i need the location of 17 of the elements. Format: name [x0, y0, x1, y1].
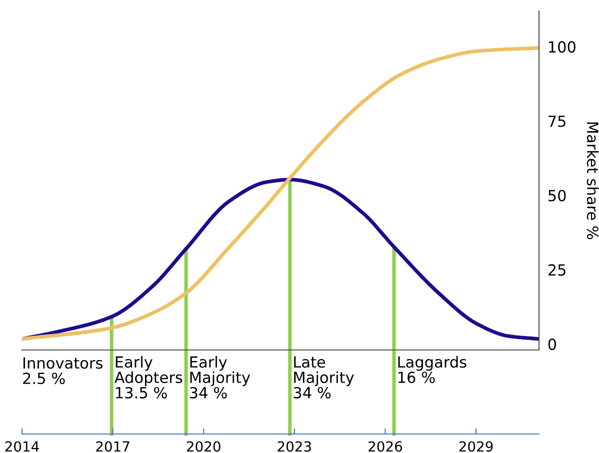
y-tick-label: 75: [548, 116, 566, 128]
x-tick-label: 2026: [368, 441, 402, 452]
text: Innovators 2.5 %: [23, 357, 102, 384]
annotation: Early Adopters 13.5 %: [114, 356, 182, 399]
annotation: Late Majority 34 %: [294, 356, 354, 399]
annotation: Laggards 16 %: [398, 356, 466, 384]
annotation: Early Majority 34 %: [190, 356, 250, 399]
x-tick-label: 2020: [186, 441, 220, 452]
x-tick-label: 2014: [5, 441, 39, 452]
x-tick-label: 2029: [459, 441, 493, 452]
y-axis-title: Market share %: [586, 122, 599, 240]
y-tick-label: 25: [548, 264, 566, 276]
x-tick-label: 2023: [278, 441, 311, 452]
y-tick-label: 100: [549, 41, 576, 53]
y-tick-label: 50: [548, 190, 566, 202]
y-tick-label: 0: [548, 338, 556, 350]
x-tick-label: 2017: [96, 441, 130, 452]
